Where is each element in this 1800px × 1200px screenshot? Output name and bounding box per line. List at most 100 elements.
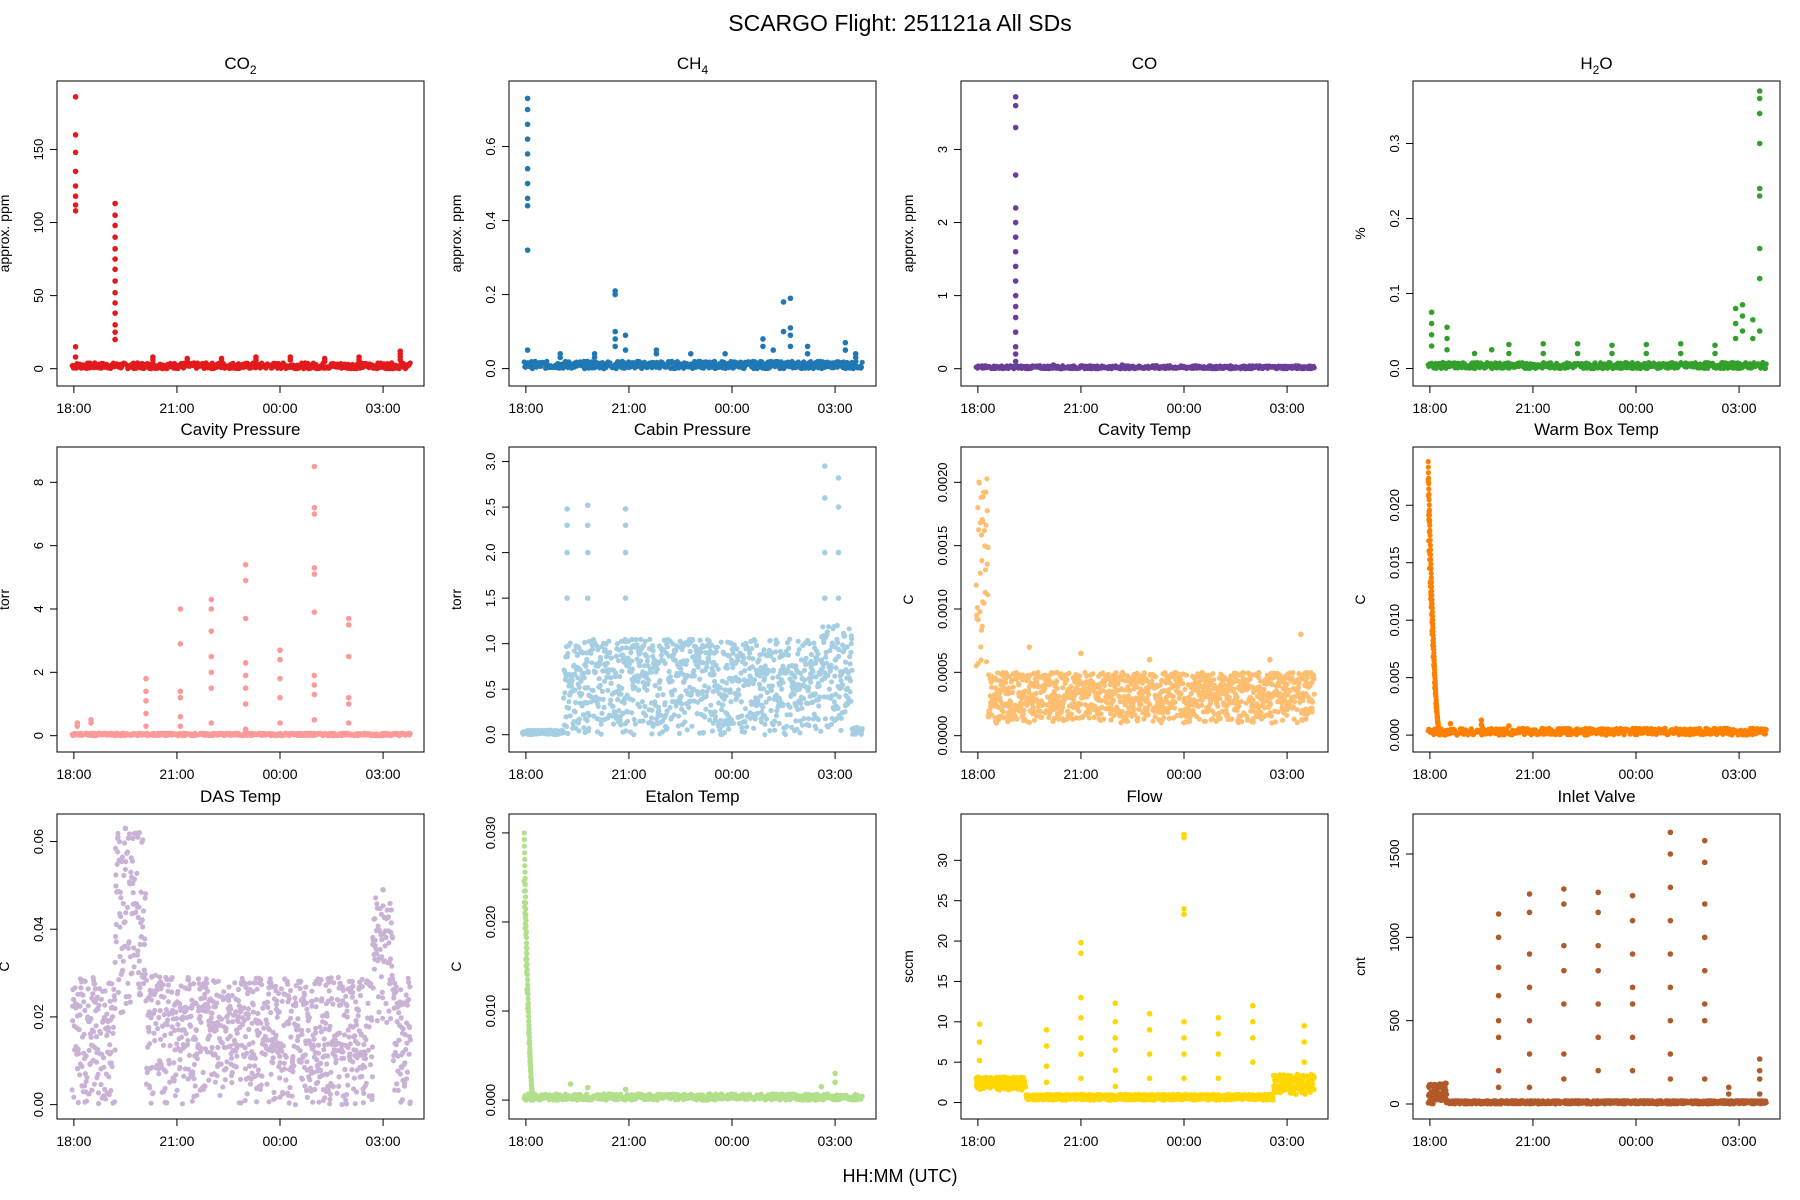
data-point	[1119, 362, 1125, 368]
data-point	[72, 94, 79, 100]
plot-frame	[508, 80, 877, 387]
x-tick-label: 03:00	[1270, 766, 1305, 782]
data-point	[72, 183, 79, 189]
panel-title: H2O	[1580, 54, 1612, 77]
data-point	[1078, 1035, 1084, 1041]
x-tick-label: 00:00	[262, 766, 297, 782]
data-point	[1506, 350, 1512, 357]
data-point	[770, 347, 777, 353]
data-point	[1574, 340, 1581, 347]
panel-1: CH4 approx. ppm 0.0 0.2 0.4 0.6 18:00 21:00 00:0…	[448, 54, 877, 416]
data-point	[242, 577, 249, 584]
x-tick-label: 00:00	[714, 766, 749, 782]
data-point	[1495, 934, 1502, 941]
x-tick-label: 21:00	[611, 766, 646, 782]
data-point	[1526, 984, 1533, 991]
data-point	[208, 596, 215, 603]
y-tick-label: 0.5	[483, 680, 498, 698]
data-point	[1043, 1027, 1050, 1033]
data-point	[72, 168, 79, 175]
data-point	[253, 357, 259, 363]
data-point	[208, 685, 215, 691]
data-point	[277, 647, 283, 653]
data-point	[1012, 248, 1019, 255]
y-tick-label: 0.04	[31, 917, 46, 942]
data-point	[653, 350, 660, 357]
plot-frame	[960, 80, 1329, 387]
data-point	[821, 549, 828, 556]
data-point	[564, 506, 570, 512]
y-tick-label: 0.0020	[935, 462, 950, 502]
y-tick-label: 1.0	[483, 635, 498, 653]
data-point	[1540, 340, 1547, 347]
data-point	[1712, 342, 1718, 349]
data-point	[1526, 951, 1533, 957]
data-point	[345, 615, 352, 622]
y-tick-label: 0.4	[483, 212, 498, 230]
data-points-bulk	[1425, 1080, 1769, 1107]
data-point	[242, 685, 249, 691]
data-point	[1428, 343, 1435, 349]
data-layer	[521, 95, 865, 372]
data-point	[112, 300, 118, 306]
y-tick-label: 0.015	[1387, 546, 1402, 579]
x-tick-label: 18:00	[960, 766, 995, 782]
y-tick-label: 0.0	[483, 360, 498, 378]
data-point	[524, 165, 531, 172]
data-point	[1078, 650, 1084, 657]
data-point	[1526, 909, 1533, 916]
x-tick-label: 18:00	[56, 400, 91, 416]
data-point	[524, 151, 531, 157]
data-point	[1112, 1067, 1119, 1074]
data-point	[1012, 314, 1019, 321]
data-point	[1428, 331, 1435, 338]
x-tick-label: 21:00	[159, 400, 194, 416]
y-tick-label: 0.0	[483, 726, 498, 744]
data-point	[1561, 901, 1567, 907]
data-point	[1667, 829, 1674, 836]
data-point	[1574, 350, 1581, 357]
data-point	[524, 195, 531, 202]
y-tick-label: 0.0	[1387, 359, 1402, 377]
data-point	[1112, 1019, 1119, 1025]
data-point	[1478, 721, 1485, 728]
data-point	[72, 354, 79, 360]
data-point	[722, 350, 728, 357]
data-point	[1667, 1051, 1674, 1057]
y-tick-label: 2.0	[483, 544, 498, 562]
x-tick-label: 18:00	[1412, 766, 1447, 782]
data-point	[311, 672, 318, 679]
data-point	[1181, 1051, 1187, 1057]
data-point	[242, 726, 249, 733]
data-point	[1540, 350, 1547, 357]
data-point	[1667, 951, 1674, 957]
data-point	[1301, 1023, 1308, 1029]
data-point	[1012, 292, 1019, 299]
data-point	[1012, 102, 1019, 109]
data-point	[1756, 95, 1763, 102]
data-point	[177, 606, 184, 612]
data-point	[1301, 1039, 1308, 1045]
data-point	[1677, 350, 1684, 357]
data-point	[1701, 1001, 1708, 1007]
y-tick-label: 0.00	[31, 1092, 46, 1117]
data-point	[1043, 1079, 1050, 1086]
plot-frame	[960, 813, 1329, 1120]
x-tick-label: 21:00	[1515, 1133, 1550, 1149]
data-point	[1298, 631, 1304, 638]
data-point	[1146, 1051, 1153, 1057]
data-point	[1012, 263, 1019, 270]
plot-frame	[508, 446, 877, 753]
data-point	[1725, 1091, 1732, 1097]
data-point	[1739, 301, 1746, 308]
data-point	[760, 336, 766, 342]
data-point	[524, 106, 531, 113]
data-point	[1701, 901, 1708, 907]
data-point	[1595, 1067, 1602, 1074]
data-point	[1043, 1043, 1050, 1049]
data-point	[1667, 984, 1674, 991]
y-tick-label: 0.0005	[935, 652, 950, 692]
data-point	[1428, 309, 1435, 316]
x-tick-label: 00:00	[1618, 400, 1653, 416]
